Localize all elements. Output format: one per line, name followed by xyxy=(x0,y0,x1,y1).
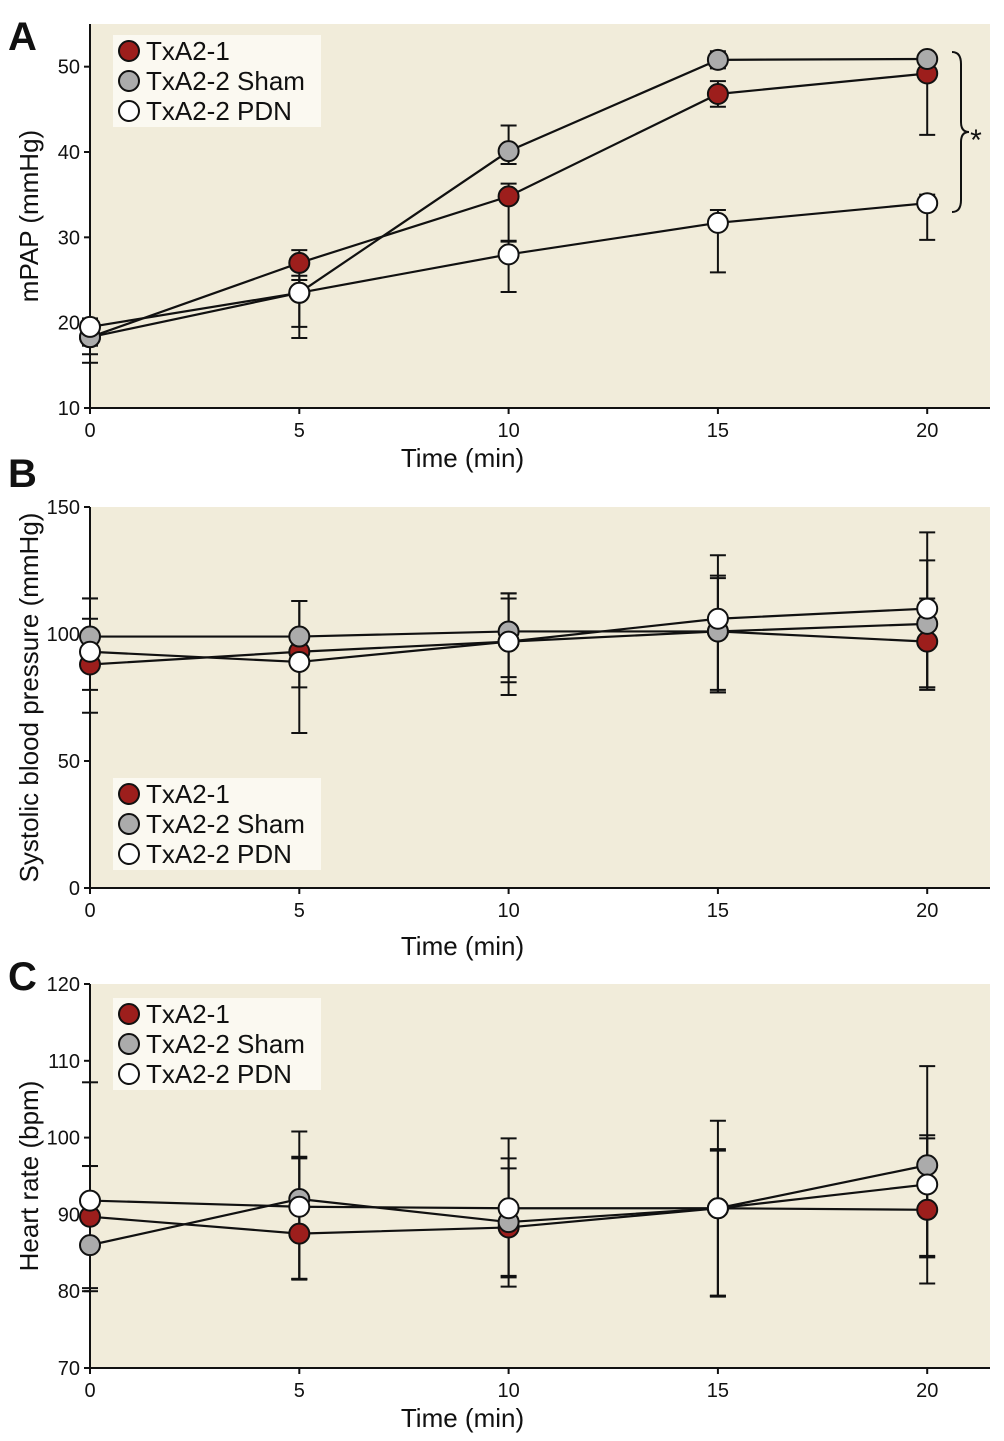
y-axis-label: Systolic blood pressure (mmHg) xyxy=(14,513,44,883)
data-point-txa2-2-pdn xyxy=(288,1195,311,1218)
data-point-txa2-2-sham xyxy=(497,140,520,163)
panel-letter: A xyxy=(8,15,37,59)
legend-marker-txa2-2-pdn xyxy=(118,843,140,865)
y-tick-label: 80 xyxy=(58,1281,80,1303)
x-tick-label: 10 xyxy=(497,900,519,922)
error-bar-txa2-2-pdn xyxy=(709,1149,726,1298)
legend-label-txa2-1: TxA2-1 xyxy=(146,779,230,809)
x-tick-label: 15 xyxy=(707,900,729,922)
data-point-txa2-2-sham xyxy=(916,47,939,70)
legend-marker-txa2-1 xyxy=(118,1003,140,1025)
x-tick-label: 20 xyxy=(916,900,938,922)
data-point-txa2-2-pdn xyxy=(916,192,939,215)
data-point-txa2-2-pdn xyxy=(79,640,101,663)
legend-label-txa2-2-sham: TxA2-2 Sham xyxy=(146,1029,305,1059)
legend-label-txa2-2-sham: TxA2-2 Sham xyxy=(146,809,305,839)
legend-box xyxy=(113,998,321,1090)
legend-marker-txa2-1 xyxy=(118,40,140,62)
legend-marker-txa2-2-pdn xyxy=(118,1063,140,1085)
x-tick-label: 10 xyxy=(497,420,519,442)
y-tick-label: 100 xyxy=(47,1128,80,1150)
panel-c: C 70 80 90 100 110 120 0 5 10 15 20 Time (min) Heart … xyxy=(8,955,990,1433)
x-tick-label: 5 xyxy=(294,420,305,442)
data-point-txa2-2-sham xyxy=(916,1154,939,1177)
y-tick-label: 90 xyxy=(58,1204,80,1226)
legend-marker-txa2-1 xyxy=(118,783,140,805)
data-point-txa2-2-pdn xyxy=(288,650,311,673)
data-point-txa2-2-pdn xyxy=(497,1197,520,1220)
panel-b: B 0 50 100 150 0 5 10 15 20 Time (min) Systolic blo… xyxy=(8,452,990,961)
y-tick-label: 150 xyxy=(47,497,80,519)
data-point-txa2-2-pdn xyxy=(706,211,729,234)
data-point-txa2-1 xyxy=(497,185,520,208)
x-axis-label: Time (min) xyxy=(401,1403,524,1433)
data-point-txa2-1 xyxy=(706,82,729,105)
y-tick-label: 0 xyxy=(69,878,80,900)
legend-marker-txa2-2-sham xyxy=(118,813,140,835)
significance-bracket xyxy=(951,51,970,213)
data-point-txa2-2-pdn xyxy=(916,1173,939,1196)
legend-marker-txa2-2-sham xyxy=(118,1033,140,1055)
legend-box xyxy=(113,778,321,870)
x-tick-label: 0 xyxy=(84,1380,95,1402)
y-tick-label: 120 xyxy=(47,974,80,996)
legend-label-txa2-1: TxA2-1 xyxy=(146,36,230,66)
y-tick-label: 50 xyxy=(58,57,80,79)
y-tick-label: 50 xyxy=(58,751,80,773)
x-tick-label: 20 xyxy=(916,420,938,442)
x-tick-label: 0 xyxy=(84,900,95,922)
x-axis-label: Time (min) xyxy=(401,931,524,961)
y-tick-label: 30 xyxy=(58,227,80,249)
legend-label-txa2-2-sham: TxA2-2 Sham xyxy=(146,66,305,96)
error-bar-txa2-2-pdn xyxy=(291,1155,308,1280)
data-point-txa2-2-pdn xyxy=(706,1197,729,1220)
y-tick-label: 20 xyxy=(58,313,80,335)
panel-a: A 10 20 30 40 50 0 5 10 15 20 Time (min) mPAP (mmHg)… xyxy=(8,15,990,473)
data-point-txa2-2-sham xyxy=(79,1234,101,1257)
data-point-txa2-2-pdn xyxy=(288,281,311,304)
legend-box xyxy=(113,35,321,127)
legend-label-txa2-2-pdn: TxA2-2 PDN xyxy=(146,96,292,126)
legend-marker-txa2-2-sham xyxy=(118,70,140,92)
y-tick-label: 10 xyxy=(58,398,80,420)
y-axis-label: mPAP (mmHg) xyxy=(14,130,44,302)
data-point-txa2-2-pdn xyxy=(916,597,939,620)
panel-letter: C xyxy=(8,955,37,999)
legend-label-txa2-1: TxA2-1 xyxy=(146,999,230,1029)
x-axis-label: Time (min) xyxy=(401,443,524,473)
data-point-txa2-2-sham xyxy=(288,625,311,648)
legend-marker-txa2-2-pdn xyxy=(118,100,140,122)
data-point-txa2-1 xyxy=(916,1198,939,1221)
y-tick-label: 70 xyxy=(58,1358,80,1380)
data-point-txa2-2-sham xyxy=(706,48,729,71)
y-tick-label: 40 xyxy=(58,142,80,164)
x-tick-label: 20 xyxy=(916,1380,938,1402)
x-tick-label: 5 xyxy=(294,1380,305,1402)
legend-label-txa2-2-pdn: TxA2-2 PDN xyxy=(146,1059,292,1089)
data-point-txa2-2-pdn xyxy=(497,630,520,653)
data-point-txa2-1 xyxy=(288,1222,311,1245)
y-axis-label: Heart rate (bpm) xyxy=(14,1081,44,1272)
x-tick-label: 5 xyxy=(294,900,305,922)
data-point-txa2-2-pdn xyxy=(497,243,520,266)
data-point-txa2-2-pdn xyxy=(706,607,729,630)
x-tick-label: 0 xyxy=(84,420,95,442)
x-tick-label: 15 xyxy=(707,420,729,442)
data-point-txa2-1 xyxy=(288,251,311,274)
x-tick-label: 15 xyxy=(707,1380,729,1402)
data-point-txa2-2-pdn xyxy=(79,1189,101,1212)
x-tick-label: 10 xyxy=(497,1380,519,1402)
legend-label-txa2-2-pdn: TxA2-2 PDN xyxy=(146,839,292,869)
data-point-txa2-2-pdn xyxy=(79,315,101,338)
significance-asterisk: * xyxy=(970,124,982,157)
y-tick-label: 100 xyxy=(47,624,80,646)
y-tick-label: 110 xyxy=(48,1051,80,1073)
panel-letter: B xyxy=(8,452,37,496)
